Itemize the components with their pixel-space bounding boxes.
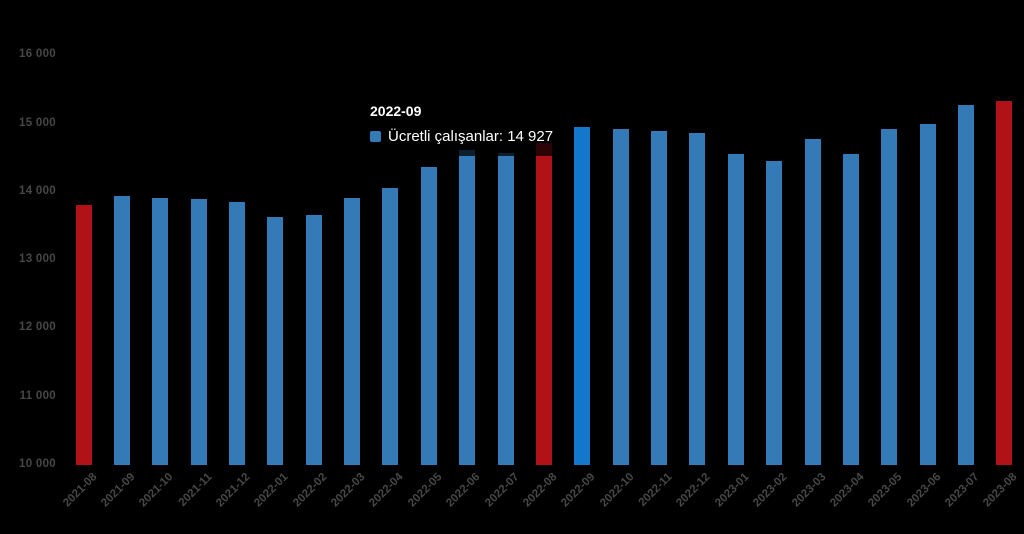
bar-2022-07[interactable] bbox=[497, 153, 514, 465]
x-axis-label: 2023-02 bbox=[751, 471, 790, 510]
x-axis-label: 2022-09 bbox=[559, 471, 598, 510]
x-axis-label: 2023-03 bbox=[789, 471, 829, 510]
y-axis-label: 10 000 bbox=[19, 458, 56, 470]
x-axis-label: 2021-09 bbox=[99, 471, 138, 510]
x-axis-label: 2021-11 bbox=[176, 471, 215, 509]
bar-2022-08[interactable] bbox=[535, 142, 552, 465]
y-axis-label: 15 000 bbox=[19, 116, 56, 129]
y-axis-label: 14 000 bbox=[19, 184, 56, 197]
x-axis-label: 2023-04 bbox=[828, 471, 867, 510]
x-axis-label: 2022-07 bbox=[482, 471, 522, 510]
bar-2022-06[interactable] bbox=[459, 149, 476, 465]
bar-2023-07[interactable] bbox=[958, 105, 974, 465]
tooltip-value-text: Ücretli çalışanlar: 14 927 bbox=[388, 128, 554, 145]
bar-2023-02[interactable] bbox=[766, 160, 783, 465]
x-axis-label: 2021-12 bbox=[214, 471, 253, 510]
bar-2021-11[interactable] bbox=[190, 198, 207, 465]
x-axis-label: 2022-01 bbox=[252, 471, 291, 510]
x-axis-label: 2022-08 bbox=[521, 471, 560, 510]
x-axis-label: 2023-07 bbox=[943, 471, 982, 510]
tooltip-line: Ücretli çalışanlar: 14 927 bbox=[370, 127, 553, 146]
x-axis-label: 2023-01 bbox=[712, 471, 752, 510]
bar-2023-05[interactable] bbox=[881, 128, 898, 465]
tooltip: 2022-09 Ücretli çalışanlar: 14 927 bbox=[361, 92, 566, 156]
bar-2021-08[interactable] bbox=[75, 205, 92, 465]
bar-2023-03[interactable] bbox=[804, 138, 821, 465]
x-axis-label: 2022-04 bbox=[367, 471, 406, 510]
bar-2021-12[interactable] bbox=[228, 202, 245, 465]
bar-2023-01[interactable] bbox=[727, 153, 744, 465]
x-axis-label: 2022-12 bbox=[674, 471, 713, 510]
x-axis-label: 2023-06 bbox=[904, 471, 944, 510]
y-axis-label: 12 000 bbox=[19, 321, 56, 334]
bar-2021-10[interactable] bbox=[152, 197, 169, 465]
bar-2022-04[interactable] bbox=[382, 188, 399, 465]
bar-2022-12[interactable] bbox=[689, 133, 706, 465]
x-axis-label: 2022-10 bbox=[597, 471, 637, 510]
bar-2023-08[interactable] bbox=[996, 100, 1013, 465]
x-axis-label: 2022-03 bbox=[329, 471, 368, 510]
bar-2023-04[interactable] bbox=[842, 153, 859, 465]
x-axis-label: 2022-05 bbox=[405, 471, 445, 510]
y-axis-label: 11 000 bbox=[19, 389, 56, 402]
x-axis-label: 2023-05 bbox=[866, 471, 905, 510]
bar-2023-06[interactable] bbox=[919, 123, 936, 465]
bar-2022-11[interactable] bbox=[651, 131, 668, 465]
bar-2022-09[interactable] bbox=[574, 127, 591, 465]
bar-2022-05[interactable] bbox=[420, 166, 437, 465]
x-axis-label: 2023-08 bbox=[981, 471, 1020, 510]
x-axis-label: 2022-06 bbox=[444, 471, 483, 510]
bar-2022-10[interactable] bbox=[612, 128, 629, 465]
x-axis-label: 2021-08 bbox=[60, 471, 99, 510]
x-axis-label: 2022-02 bbox=[290, 471, 330, 510]
y-axis-label: 16 000 bbox=[19, 48, 56, 61]
bar-2021-09[interactable] bbox=[113, 196, 130, 465]
tooltip-title: 2022-09 bbox=[370, 103, 422, 119]
series-marker-icon bbox=[370, 131, 381, 142]
x-axis-label: 2021-10 bbox=[137, 471, 176, 510]
bar-2022-03[interactable] bbox=[344, 198, 361, 465]
bar-2022-01[interactable] bbox=[267, 217, 284, 465]
y-axis-label: 13 000 bbox=[19, 253, 56, 266]
bar-2022-02[interactable] bbox=[305, 214, 322, 465]
x-axis-label: 2022-11 bbox=[636, 471, 675, 509]
